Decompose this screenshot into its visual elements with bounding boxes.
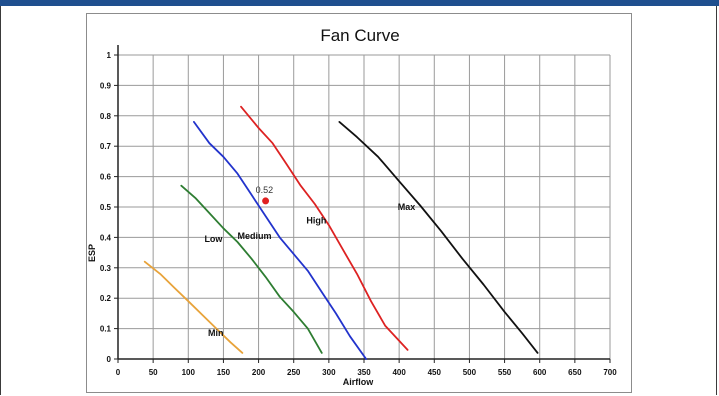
series-label-high: High [306, 216, 326, 226]
series-labels: Min Low Medium High Max [204, 202, 415, 338]
y-tick-label: 0 [107, 355, 112, 364]
y-tick-label: 0.6 [100, 173, 112, 182]
x-tick-label: 300 [322, 368, 336, 377]
x-tick-label: 150 [217, 368, 231, 377]
x-tick-label: 100 [182, 368, 196, 377]
x-tick-label: 650 [568, 368, 582, 377]
y-tick-label: 0.1 [100, 325, 112, 334]
y-tick-label: 0.2 [100, 294, 112, 303]
y-tick-label: 0.4 [100, 233, 112, 242]
x-tick-label: 0 [116, 368, 121, 377]
x-tick-label: 350 [357, 368, 371, 377]
operating-point [262, 197, 270, 205]
x-tick-label: 600 [533, 368, 547, 377]
series-label-medium: Medium [237, 231, 271, 241]
series-line-min [143, 260, 244, 354]
axes [114, 45, 611, 363]
y-tick-label: 0.5 [100, 203, 112, 212]
y-tick-label: 0.9 [100, 81, 112, 90]
x-tick-label: 700 [603, 368, 617, 377]
x-tick-label: 200 [252, 368, 266, 377]
x-tick-label: 550 [498, 368, 512, 377]
series-line-low [180, 184, 323, 354]
window-top-bar [0, 0, 719, 6]
x-tick-label: 50 [149, 368, 158, 377]
series-line-max [338, 121, 539, 354]
grid-lines [117, 54, 611, 360]
series-lines [143, 105, 539, 360]
window-frame [0, 6, 717, 395]
series-label-max: Max [398, 202, 416, 212]
x-tick-label: 250 [287, 368, 301, 377]
y-axis-label: ESP [87, 244, 97, 262]
y-tick-label: 0.3 [100, 264, 112, 273]
x-tick-label: 450 [428, 368, 442, 377]
series-line-medium [192, 121, 368, 360]
series-label-low: Low [204, 234, 223, 244]
y-tick-label: 0.8 [100, 112, 112, 121]
y-tick-label: 0.7 [100, 142, 112, 151]
x-tick-label: 400 [392, 368, 406, 377]
tick-labels: 0 50 100 150 200 250 300 350 400 450 500 550 600 650 7… [100, 51, 617, 377]
series-label-min: Min [208, 328, 224, 338]
series-line-high [240, 105, 409, 351]
y-tick-label: 1 [107, 51, 112, 60]
chart-title: Fan Curve [320, 26, 399, 45]
operating-point-group: 0.52 [256, 185, 274, 205]
operating-point-label: 0.52 [256, 185, 274, 195]
chart-panel [86, 13, 632, 393]
x-tick-label: 500 [463, 368, 477, 377]
x-axis-label: Airflow [343, 377, 374, 387]
